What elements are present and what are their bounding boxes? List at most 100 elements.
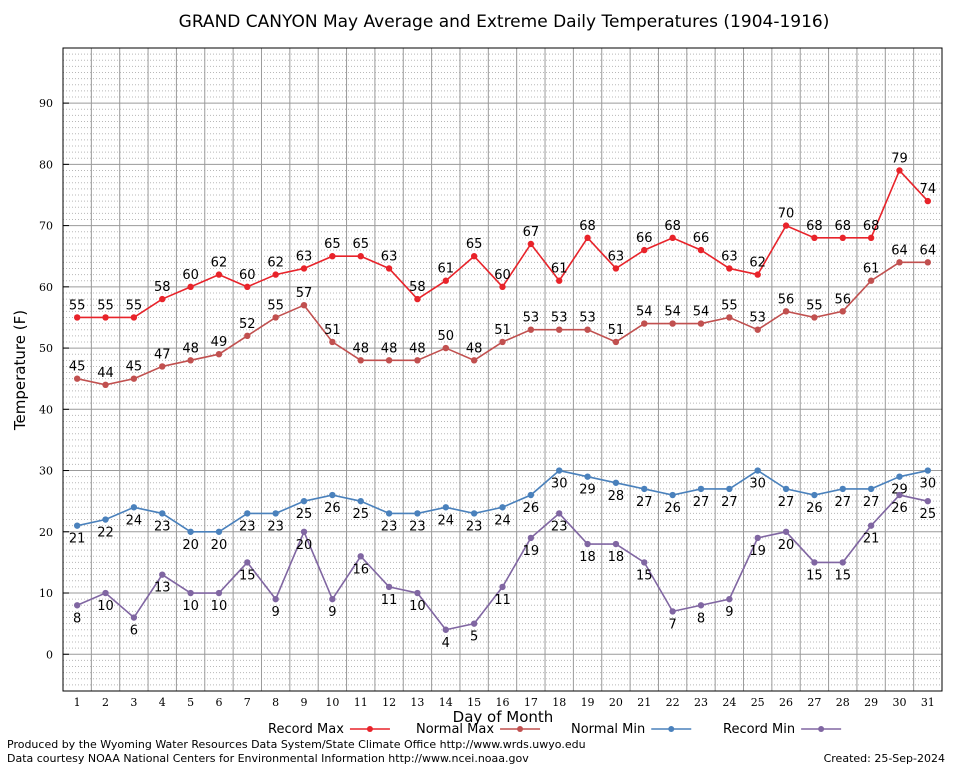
- normal-max-data-label: 55: [721, 298, 738, 313]
- normal-min-point: [754, 467, 761, 474]
- normal-min-data-label: 30: [749, 477, 766, 492]
- record-min-data-label: 19: [749, 544, 766, 559]
- record-min-point: [556, 510, 563, 517]
- y-tick-label: 90: [39, 97, 53, 110]
- normal-max-point: [215, 350, 223, 358]
- record-min-point: [187, 589, 194, 597]
- normal-min-point: [584, 473, 591, 480]
- x-tick-label: 6: [215, 696, 222, 709]
- normal-min-point: [215, 528, 223, 535]
- record-min-point: [924, 497, 932, 505]
- normal-min-point: [73, 522, 81, 529]
- normal-max-data-label: 53: [749, 311, 766, 326]
- x-tick-label: 26: [779, 696, 793, 709]
- record-min-point: [839, 559, 846, 566]
- normal-min-data-label: 27: [636, 495, 653, 510]
- record-max-data-label: 62: [211, 256, 228, 271]
- normal-max-point: [499, 338, 506, 346]
- record-max-series: 55 55 55 58 60 62 60 62 63 65 65 63 58 61 65 60 67 61 68 63…: [69, 151, 936, 321]
- normal-max-point: [896, 259, 903, 266]
- record-min-point: [130, 614, 138, 621]
- record-min-point: [726, 595, 733, 603]
- record-max-data-label: 63: [721, 249, 738, 264]
- normal-max-data-label: 45: [126, 360, 143, 375]
- normal-max-data-label: 51: [324, 323, 341, 338]
- normal-min-data-label: 23: [409, 519, 426, 534]
- record-max-point: [924, 197, 932, 205]
- x-tick-label: 13: [410, 696, 424, 709]
- normal-max-data-label: 48: [182, 341, 199, 356]
- y-tick-label: 60: [39, 281, 53, 294]
- y-axis-label: Temperature (F): [11, 310, 29, 431]
- record-min-point: [300, 528, 308, 535]
- normal-max-point: [924, 259, 932, 266]
- chart-title: GRAND CANYON May Average and Extreme Dai…: [179, 12, 830, 32]
- record-min-data-label: 26: [891, 501, 908, 516]
- record-min-point: [867, 522, 875, 529]
- normal-min-point: [641, 485, 648, 493]
- normal-max-point: [669, 320, 676, 327]
- x-tick-label: 11: [354, 696, 368, 709]
- record-min-data-label: 15: [239, 568, 256, 583]
- normal-max-point: [130, 375, 138, 382]
- record-min-point: [499, 583, 506, 591]
- normal-max-data-label: 53: [551, 311, 568, 326]
- record-min-data-label: 20: [778, 538, 795, 553]
- normal-min-point: [839, 485, 846, 493]
- normal-max-data-label: 47: [154, 347, 171, 362]
- record-max-point: [782, 222, 790, 229]
- x-tick-label: 5: [187, 696, 194, 709]
- normal-min-data-label: 24: [126, 513, 143, 528]
- normal-max-point: [754, 326, 761, 333]
- legend-label-normal-max: Normal Max: [416, 722, 494, 737]
- record-min-point: [244, 559, 251, 566]
- normal-min-data-label: 27: [778, 495, 795, 510]
- record-max-point: [612, 265, 620, 272]
- normal-max-point: [244, 332, 251, 340]
- record-min-point: [896, 491, 903, 499]
- record-min-data-label: 7: [668, 617, 676, 632]
- record-min-data-label: 5: [470, 630, 478, 645]
- record-min-point: [102, 589, 109, 597]
- normal-min-data-label: 26: [324, 501, 341, 516]
- record-max-data-label: 63: [381, 249, 398, 264]
- record-min-data-label: 8: [73, 611, 81, 626]
- normal-max-data-label: 53: [523, 311, 540, 326]
- x-tick-label: 30: [892, 696, 906, 709]
- normal-max-point: [442, 344, 449, 352]
- record-min-point: [697, 602, 705, 609]
- normal-max-point: [272, 314, 279, 321]
- normal-min-data-label: 20: [182, 538, 199, 553]
- record-max-data-label: 65: [352, 237, 369, 252]
- record-min-point: [414, 589, 421, 597]
- record-max-point: [754, 271, 761, 278]
- x-tick-label: 18: [552, 696, 566, 709]
- record-min-data-label: 6: [130, 624, 138, 639]
- record-max-data-label: 60: [494, 268, 511, 283]
- normal-max-data-label: 52: [239, 317, 256, 332]
- normal-max-data-label: 51: [494, 323, 511, 338]
- y-tick-label: 50: [39, 342, 53, 355]
- normal-max-point: [414, 357, 421, 364]
- record-max-point: [272, 271, 279, 278]
- record-max-point: [385, 265, 393, 272]
- record-max-point: [329, 253, 336, 260]
- legend-marker-normal-max: [517, 726, 524, 732]
- record-max-data-label: 62: [267, 256, 284, 271]
- grid: [62, 47, 943, 692]
- normal-min-data-label: 25: [352, 507, 369, 522]
- record-max-data-label: 68: [806, 219, 823, 234]
- record-max-data-label: 65: [324, 237, 341, 252]
- x-tick-label: 16: [496, 696, 510, 709]
- normal-min-data-label: 26: [806, 501, 823, 516]
- record-max-point: [867, 234, 875, 242]
- record-min-data-label: 25: [920, 507, 937, 522]
- normal-min-data-label: 27: [693, 495, 710, 510]
- record-max-data-label: 65: [466, 237, 483, 252]
- record-min-data-label: 4: [442, 636, 450, 651]
- normal-max-data-label: 48: [466, 341, 483, 356]
- normal-max-data-label: 48: [409, 341, 426, 356]
- record-max-data-label: 68: [579, 219, 596, 234]
- record-max-point: [839, 234, 846, 242]
- record-min-data-label: 9: [272, 605, 280, 620]
